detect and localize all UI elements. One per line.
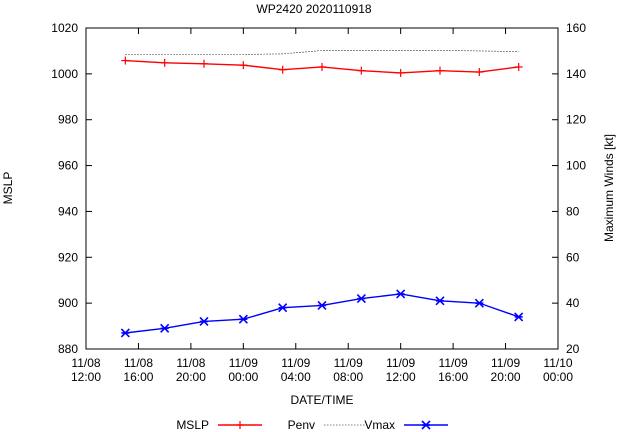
x-tick-label-date: 11/09	[229, 356, 258, 370]
y2-tick-label: 80	[566, 204, 580, 218]
x-tick-label-date: 11/08	[176, 356, 205, 370]
y-tick-label: 900	[58, 296, 78, 310]
x-tick-label-time: 20:00	[491, 370, 521, 384]
x-tick-label-time: 04:00	[281, 370, 311, 384]
x-tick-label-date: 11/09	[281, 356, 310, 370]
y2-tick-label: 160	[566, 21, 586, 35]
plot-frame	[85, 27, 559, 350]
series-mslp-point	[436, 66, 444, 75]
x-tick-label-time: 12:00	[71, 370, 101, 384]
series-mslp-point	[396, 68, 405, 77]
y2-tick-label: 140	[566, 67, 586, 81]
x-tick-label-time: 00:00	[543, 370, 573, 384]
x-tick-label-time: 20:00	[176, 370, 206, 384]
y-tick-label: 960	[58, 159, 78, 173]
y2-tick-label: 20	[566, 342, 580, 356]
series-vmax-point	[435, 296, 445, 306]
series-mslp-point	[160, 58, 169, 67]
series-mslp-point	[514, 62, 523, 71]
x-tick-label-date: 11/10	[543, 356, 572, 370]
series-vmax-point	[474, 298, 484, 308]
legend-label-mslp: MSLP	[176, 418, 209, 432]
x-tick-label-date: 11/08	[124, 356, 153, 370]
x-tick-label-date: 11/09	[439, 356, 468, 370]
y2-tick-label: 120	[566, 113, 586, 127]
x-tick-label-time: 08:00	[333, 370, 363, 384]
legend: MSLP Penv Vmax	[176, 418, 448, 432]
series-mslp-point	[239, 61, 248, 70]
axis-ticks	[85, 27, 559, 350]
y-tick-label: 920	[58, 250, 78, 264]
x-tick-label-date: 11/09	[386, 356, 415, 370]
chart-title: WP2420 2020110918	[256, 2, 372, 16]
series-vmax-point	[317, 300, 327, 311]
x-tick-label-date: 11/09	[334, 356, 363, 370]
series-mslp-point	[278, 65, 287, 74]
x-tick-label-date: 11/09	[491, 356, 520, 370]
series-mslp-point	[200, 59, 208, 68]
y-tick-label: 1020	[51, 21, 78, 35]
series-vmax-point	[356, 293, 366, 304]
y-tick-label: 940	[58, 204, 78, 218]
y-tick-label: 1000	[51, 67, 78, 81]
series-vmax-point	[120, 328, 130, 338]
series-vmax-point	[396, 289, 406, 299]
x-tick-label-date: 11/08	[71, 356, 100, 370]
x-axis-label: DATE/TIME	[290, 393, 353, 407]
legend-marker-mslp	[236, 421, 244, 429]
series-vmax-point	[278, 303, 288, 313]
plot-area	[85, 27, 559, 350]
series-vmax-point	[160, 323, 170, 333]
series-vmax-point	[514, 312, 524, 322]
y2-tick-label: 40	[566, 296, 580, 310]
y2-tick-label: 100	[566, 159, 586, 173]
x-tick-label-time: 16:00	[123, 370, 153, 384]
x-tick-label-time: 00:00	[228, 370, 258, 384]
series-mslp-point	[121, 56, 130, 65]
series-vmax-line	[125, 293, 519, 334]
y2-tick-label: 60	[566, 250, 580, 264]
series-mslp-point	[475, 68, 484, 77]
series-mslp-point	[357, 66, 366, 75]
x-tick-label-time: 16:00	[438, 370, 468, 384]
y2-axis-label: Maximum Winds [kt]	[602, 134, 616, 242]
legend-label-vmax: Vmax	[364, 418, 395, 432]
y-tick-label: 980	[58, 113, 78, 127]
series-penv-line	[125, 50, 519, 55]
x-tick-label-time: 12:00	[386, 370, 416, 384]
legend-label-penv: Penv	[288, 418, 315, 432]
series-vmax-point	[199, 316, 209, 327]
axis-tick-labels: 11/0812:0011/0816:0011/0820:0011/0900:00…	[51, 21, 586, 384]
series-mslp-point	[318, 62, 326, 71]
legend-marker-vmax	[421, 420, 431, 430]
series-vmax-point	[238, 314, 248, 324]
y-tick-label: 880	[58, 342, 78, 356]
y-axis-label: MSLP	[1, 172, 15, 205]
series-layer	[120, 50, 524, 338]
